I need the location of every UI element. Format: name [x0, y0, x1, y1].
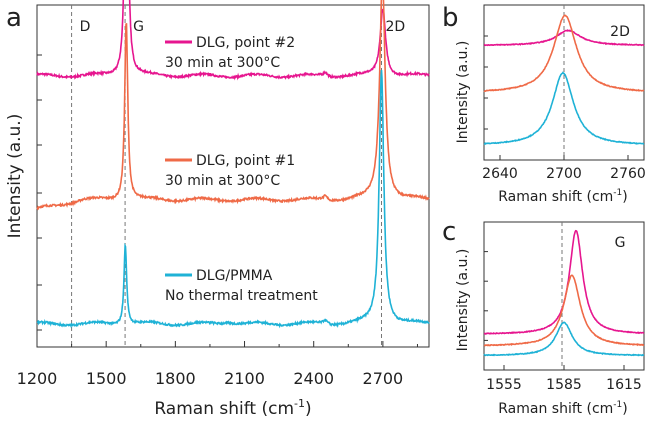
- legend-label-2: DLG, point #1: [196, 153, 295, 169]
- legend-note-3: No thermal treatment: [165, 288, 318, 304]
- series-line-2: [483, 274, 645, 347]
- series-line-3: [483, 71, 645, 146]
- x-tick-label: 1555: [486, 377, 522, 393]
- panel-a-series: [36, 0, 430, 329]
- series-line-3: [483, 321, 645, 357]
- panel-c-y-axis-label: Intensity (a.u.): [455, 249, 471, 352]
- legend-note-2: 30 min at 300°C: [165, 173, 280, 189]
- panel-b-series: [483, 14, 645, 146]
- reference-label-G: G: [133, 19, 144, 35]
- panel-a-legend: DLG, point #2 30 min at 300°C DLG, point #…: [165, 35, 318, 304]
- panel-c: 1555 1585 1615 G Raman shift (cm-1) Intens…: [455, 221, 645, 417]
- panel-b-x-axis-label: Raman shift (cm-1): [498, 188, 627, 205]
- series-line-1: [36, 0, 430, 81]
- panel-a-x-axis-label: Raman shift (cm-1): [154, 397, 311, 419]
- panel-c-peak-label: G: [615, 235, 626, 251]
- x-tick-label: 2400: [293, 369, 334, 388]
- panel-letter-b: b: [442, 3, 459, 33]
- reference-label-D: D: [80, 19, 91, 35]
- series-line-3: [36, 70, 430, 329]
- panel-b-x-ticks: 2640 2700 2760: [482, 155, 646, 182]
- panel-letter-c: c: [442, 217, 456, 247]
- panel-c-y-ticks: [484, 251, 488, 341]
- panel-a-y-axis-label: Intensity (a.u.): [5, 114, 25, 239]
- panel-b: 2640 2700 2760 2D Raman shift (cm-1) Inten…: [455, 4, 646, 205]
- x-tick-label: 2700: [363, 369, 404, 388]
- x-tick-label: 1800: [155, 369, 196, 388]
- legend-label-1: DLG, point #2: [196, 35, 295, 51]
- x-tick-label: 1500: [86, 369, 127, 388]
- x-tick-label: 2640: [482, 166, 518, 182]
- panel-c-x-axis-label: Raman shift (cm-1): [498, 400, 627, 417]
- x-tick-label: 2700: [546, 166, 582, 182]
- panel-b-peak-label: 2D: [610, 24, 630, 40]
- series-line-1: [483, 29, 645, 47]
- panel-a-frame: [36, 4, 430, 348]
- x-tick-label: 2100: [224, 369, 265, 388]
- panel-c-x-ticks: 1555 1585 1615: [486, 365, 642, 393]
- x-tick-label: 1615: [606, 377, 642, 393]
- panel-a-x-ticks: 1200 1500 1800 2100 2400 2700: [17, 341, 418, 388]
- panel-letter-a: a: [6, 3, 22, 33]
- legend-label-3: DLG/PMMA: [196, 268, 273, 284]
- x-tick-label: 1585: [546, 377, 582, 393]
- panel-c-series: [483, 229, 645, 357]
- series-line-2: [36, 0, 430, 211]
- x-tick-label: 1200: [17, 369, 58, 388]
- panel-a-y-ticks: [37, 54, 42, 331]
- panel-a: D G 2D 1200 1500 1800 2100 2400 2700 DLG, point…: [5, 0, 430, 419]
- reference-label-2D: 2D: [385, 19, 405, 35]
- x-tick-label: 2760: [610, 166, 646, 182]
- panel-b-y-ticks: [484, 35, 488, 130]
- legend-note-1: 30 min at 300°C: [165, 55, 280, 71]
- series-line-2: [483, 14, 645, 92]
- panel-b-y-axis-label: Intensity (a.u.): [455, 41, 471, 144]
